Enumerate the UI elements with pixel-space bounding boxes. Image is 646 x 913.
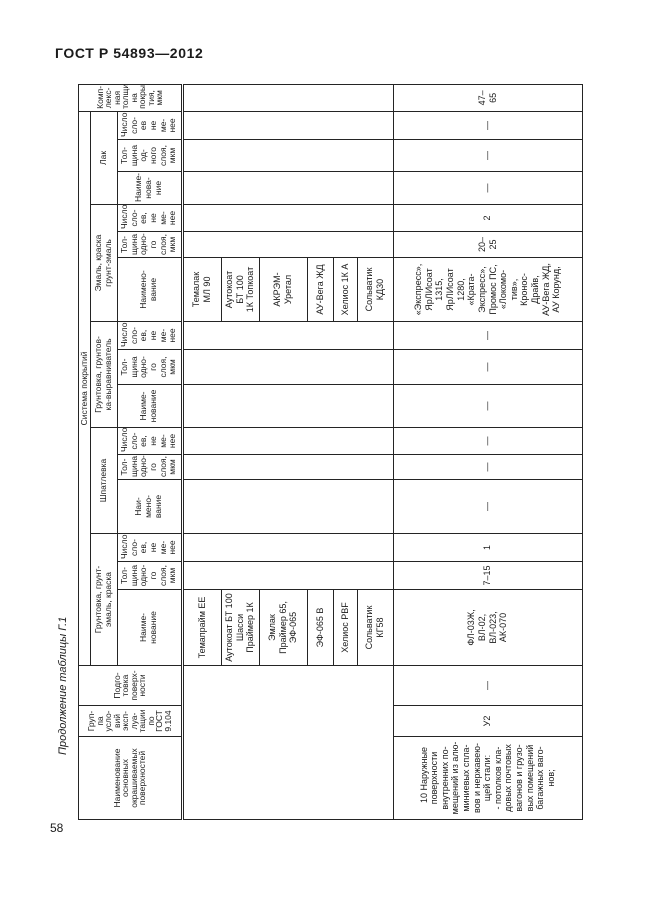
empty-cell-leveler-layers [182,321,393,350]
header-surfaces: Наименование основных окрашиваемых повер… [78,736,182,820]
header-primer-thickness: Тол- щина одно- го слоя, мкм [117,561,182,590]
cell-surface-prep: — [393,665,582,706]
empty-cell-putty-thickness [182,454,393,480]
header-primer-layers: Число сло- ев, не ме- нее [117,533,182,562]
cell-leveler-layers-main: — [393,321,582,350]
cell-leveler-thickness-main: — [393,349,582,385]
cell-surfaces: 10 Наружные поверхности внутренних по- м… [393,736,582,820]
header-group-putty: Шпатлевка [90,427,117,534]
coating-systems-table: Наименование основных окрашиваемых повер… [78,83,583,820]
header-leveler-thickness: Тол- щина одно- го слоя, мкм [117,349,182,385]
cell-enamel-name-6: Сольватик КД30 [357,257,393,322]
empty-cell-primer-thickness [182,561,393,590]
cell-putty-name-main: — [393,479,582,534]
cell-primer-layers-main: 1 [393,533,582,562]
cell-enamel-name-5: Хелиос 1К А [333,257,357,322]
cell-enamel-name-3: АКРЭМ- Уретал [259,257,307,322]
cell-primer-name-3: Эмлак Праймер 65, ЭФ-065 [259,589,307,666]
empty-cell-leveler-name [182,384,393,428]
table-caption: Продолжение таблицы Г.1 [57,616,69,755]
empty-cell-primer-layers [182,533,393,562]
cell-primer-name-5: Хелиос PBF [333,589,357,666]
header-primer-name: Наиме- нование [117,589,182,666]
empty-cell-lacquer-name [182,171,393,205]
empty-cell-enamel-layers [182,204,393,232]
header-putty-name: Наи- мено- вание [117,479,182,534]
main-data-row: 10 Наружные поверхности внутренних по- м… [393,84,582,820]
cell-enamel-name-2: Аутокоат БТ 100 1К Топкоат [221,257,259,322]
cell-primer-name-2: Аутокоат БТ 100 Шасси Праймер 1К [221,589,259,666]
header-lacquer-layers: Число сло- ев не ме- нее [117,111,182,140]
page-number: 58 [50,821,64,835]
cell-enamel-name-1: Темалак МЛ 90 [182,257,221,322]
header-complex-thickness: Комп- лекс- ная толщи- на покры- тия, мк… [78,84,182,112]
cell-primer-thickness-main: 7–15 [393,561,582,590]
header-leveler-layers: Число сло- ев, не ме- нее [117,321,182,350]
cell-complex-thickness-main: 47– 65 [393,84,582,112]
cell-enamel-layers-main: 2 [393,204,582,232]
header-putty-thickness: Тол- щина одно- го слоя, мкм [117,454,182,480]
cell-enamel-thickness-main: 20– 25 [393,231,582,258]
header-group-primer: Грунтовка, грунт- эмаль, краска [90,533,117,666]
cell-primer-name-main: ФЛ-03Ж, ВЛ-02, ВЛ-023, АК-070 [393,589,582,666]
header-group-lacquer: Лак [90,111,117,205]
header-enamel-name: Наимено- вание [117,257,182,322]
cell-enamel-name-main: «Экспресс», ЯрЛИсоат 1315, ЯрЛИсоат 1280… [393,257,582,322]
cell-putty-thickness-main: — [393,454,582,480]
header-group-enamel: Эмаль, краска грунт-эмаль [90,204,117,322]
empty-cell-enamel-thickness [182,231,393,258]
empty-cell-surfaces-block [182,665,393,820]
cell-putty-layers-main: — [393,427,582,455]
cell-primer-name-1: Темапрайм ЕЕ [182,589,221,666]
empty-cell-lacquer-layers [182,111,393,140]
cell-enamel-name-4: АУ-Вега ЖД [307,257,333,322]
header-lacquer-name: Наиме- нова- ние [117,171,182,205]
doc-header: ГОСТ Р 54893—2012 [55,45,204,61]
empty-cell-lacquer-thickness [182,139,393,172]
alt-row-1: Темапрайм ЕЕ Темалак МЛ 90 [182,84,393,820]
header-row-1: Наименование основных окрашиваемых повер… [78,84,182,820]
cell-service-group: У2 [393,705,582,737]
header-service-group: Груп- па усло- вий эксп- луа- тации по Г… [78,705,182,737]
cell-lacquer-name-main: — [393,171,582,205]
empty-cell-leveler-thickness [182,349,393,385]
rotated-table-block: Продолжение таблицы Г.1 Наименование осн… [53,83,583,820]
empty-cell-complex-thickness [182,84,393,112]
header-surface-prep: Подго- товка поверх- ности [78,665,182,706]
empty-cell-putty-name [182,479,393,534]
cell-leveler-name-main: — [393,384,582,428]
header-group-leveler: Грунтовка, грунтов- ка-выравниватель [90,321,117,428]
empty-cell-putty-layers [182,427,393,455]
cell-lacquer-thickness-main: — [393,139,582,172]
cell-primer-name-4: ЭФ-065 В [307,589,333,666]
header-enamel-layers: Число сло- ев, не ме- нее [117,204,182,232]
cell-primer-name-6: Сольватик КГ58 [357,589,393,666]
header-enamel-thickness: Тол- щина одно- го слоя, мкм [117,231,182,258]
header-lacquer-thickness: Тол- щина од- ного слоя, мкм [117,139,182,172]
header-coating-system: Система покрытий [78,111,90,666]
header-leveler-name: Наиме- нование [117,384,182,428]
header-putty-layers: Число сло- ев, не ме- нее [117,427,182,455]
cell-lacquer-layers-main: — [393,111,582,140]
